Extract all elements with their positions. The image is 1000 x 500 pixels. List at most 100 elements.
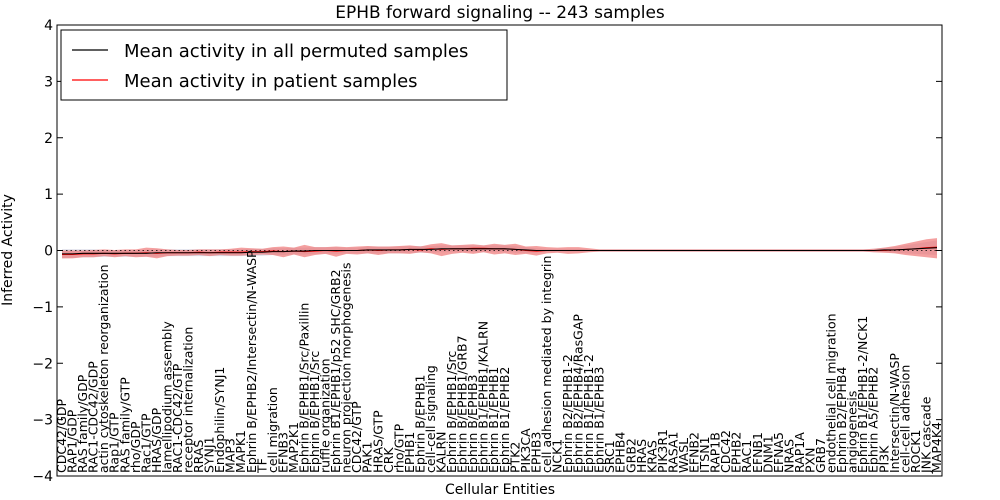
x-tick-label: PTK2 (507, 442, 522, 473)
x-tick-label: lamellipodium assembly (159, 321, 174, 473)
x-tick-label: PIK3CA (518, 428, 533, 473)
x-tick-label: JNK cascade (918, 396, 933, 474)
y-axis: −4 −3 −2 −1 0 1 2 3 4 (32, 18, 942, 485)
x-tick-label: Ephrin B/EPHB1 (412, 375, 427, 473)
legend-entry-permuted: Mean activity in all permuted samples (124, 41, 468, 62)
x-tick-label: ROCK1 (908, 430, 923, 473)
x-tick-label: Ephrin B/EPHB1/Src/Paxillin (296, 303, 311, 473)
x-tick-label: Ephrin B/EPHB1/Src (307, 351, 322, 473)
x-tick-label: TF (254, 458, 269, 474)
x-tick-label: MAPK1 (233, 430, 248, 473)
x-tick-label: GRB7 (813, 438, 828, 473)
legend: Mean activity in all permuted samples Me… (60, 29, 508, 101)
patient-band (62, 238, 937, 259)
x-tick-label: Ephrin B1/EPHB2 (497, 367, 512, 473)
x-tick-label: neuron projection morphogenesis (339, 262, 354, 473)
y-tick-label: 2 (44, 131, 53, 147)
x-tick-label: WASL (676, 438, 691, 473)
x-tick-label: EFNB1 (750, 432, 765, 473)
x-tick-label: Ephrin B/EPHB2/Intersectin/N-WASP (244, 250, 259, 473)
x-tick-label: DNM1 (760, 435, 775, 473)
x-tick-label: Ephrin B2/EPHB1-2 (560, 354, 575, 473)
x-tick-label: RAS family/GDP (75, 374, 90, 473)
x-tick-label: KALRN (434, 431, 449, 473)
x-tick-label: Ephrin B1/EPHB1/KALRN (476, 321, 491, 473)
x-tick-label: CRK (381, 447, 396, 473)
y-tick-label: 1 (44, 187, 53, 203)
x-tick-label: RRAS (191, 440, 206, 473)
x-tick-label: Ephrin B2/EPHB4/RasGAP (571, 314, 586, 473)
x-tick-label: EPHB4 (613, 432, 628, 473)
y-tick-label: 3 (44, 74, 53, 90)
x-tick-label: SRC1 (602, 440, 617, 473)
x-tick-label: MAP4K4 (929, 422, 944, 473)
y-axis-title: Inferred Activity (0, 194, 16, 306)
y-tick-label: −3 (32, 413, 53, 429)
x-tick-label: EPHB1 (402, 432, 417, 473)
x-tick-label: SYNJ1 (202, 436, 217, 473)
x-tick-label: RAP1A (792, 432, 807, 473)
x-tick-label: Ephrin B1/EPHB1 (486, 367, 501, 473)
x-tick-label: rho/GTP (391, 423, 406, 473)
x-tick-label: NCK1 (549, 439, 564, 473)
x-tick-label: EPHB2 (729, 432, 744, 473)
x-tick-label: Ephrin B1/EPHB1/p52 SHC/GRB2 (328, 269, 343, 473)
x-tick-label: EFNA5 (771, 432, 786, 473)
y-tick-label: −4 (32, 469, 53, 485)
x-tick-label: Ephrin B/EPHB1/Src (444, 351, 459, 473)
x-axis-title: Cellular Entities (445, 482, 555, 498)
series-line-permuted (62, 247, 938, 255)
chart-title: EPHB forward signaling -- 243 samples (335, 3, 665, 23)
y-tick-label: −2 (32, 356, 53, 372)
x-tick-label: RAC1-CDC42/GDP (86, 361, 101, 473)
x-tick-label: PXN (802, 448, 817, 473)
y-tick-label: 0 (44, 244, 53, 260)
x-tick-label: RAS family/GTP (117, 377, 132, 473)
x-tick-label: KRAS (644, 440, 659, 473)
x-tick-label: MAP2K1 (286, 422, 301, 473)
x-tick-label: Rap1/GTP (107, 412, 122, 473)
x-tick-label: receptor internalization (181, 327, 196, 473)
x-tick-label: Endophilin/SYNJ1 (212, 367, 227, 473)
x-tick-label: Ephrin B1/EPHB3 (592, 367, 607, 473)
x-tick-label: CDC42 (718, 430, 733, 473)
x-tick-label: CDC42/GTP (349, 401, 364, 473)
x-tick-label: RAC1 (739, 440, 754, 473)
x-tick-label: HRAS/GTP (370, 410, 385, 473)
x-tick-label: PAK1 (360, 442, 375, 473)
x-tick-label: EPHB3 (528, 432, 543, 473)
bands-layer (62, 238, 937, 259)
x-tick-label: GRB2 (623, 438, 638, 473)
x-tick-label: PIK3R1 (655, 429, 670, 473)
x-tick-label: EFNB2 (687, 432, 702, 473)
x-tick-label: actin cytoskeleton reorganization (96, 264, 111, 473)
lines-layer (57, 246, 942, 255)
x-tick-label: Ephrin B1/EPHB1-2 (581, 354, 596, 473)
x-tick-label: HRAS/GDP (149, 407, 164, 473)
x-tick-label: rho/GDP (128, 421, 143, 473)
x-tick-label: RAP1B (708, 432, 723, 473)
x-tick-label: Rac1/GTP (138, 413, 153, 473)
x-tick-label: Ephrin B1/EPHB1-2/NCK1 (855, 316, 870, 473)
x-tick-label: ruffle organization (318, 358, 333, 473)
x-tick-label: PI3K (876, 445, 891, 473)
x-tick-label: RASA1 (665, 432, 680, 473)
x-tick-label: HRAS (634, 439, 649, 473)
x-tick-label: RAP1/GDP (65, 409, 80, 473)
x-tick-label: cell-cell signaling (423, 365, 438, 473)
x-tick-label: endothelial cell migration (824, 313, 839, 473)
x-tick-label: ITSN1 (697, 436, 712, 473)
x-tick-label: Ephrin B/EPHB1/GRB7 (455, 335, 470, 473)
x-tick-label: RAC1-CDC42/GTP (170, 363, 185, 473)
x-tick-label: Ephrin A5/EPHB2 (866, 367, 881, 473)
x-tick-label: MAP3 (223, 438, 238, 473)
x-tick-label: CDC42/GDP (54, 398, 69, 473)
legend-box (60, 29, 508, 101)
x-tick-label: Intersectin/N-WASP (887, 353, 902, 473)
x-tick-label: Ephrin B/EPHB3 (465, 375, 480, 473)
y-tick-label: −1 (32, 300, 53, 316)
x-tick-label: cell migration (265, 387, 280, 473)
legend-entry-patient: Mean activity in patient samples (124, 71, 418, 92)
